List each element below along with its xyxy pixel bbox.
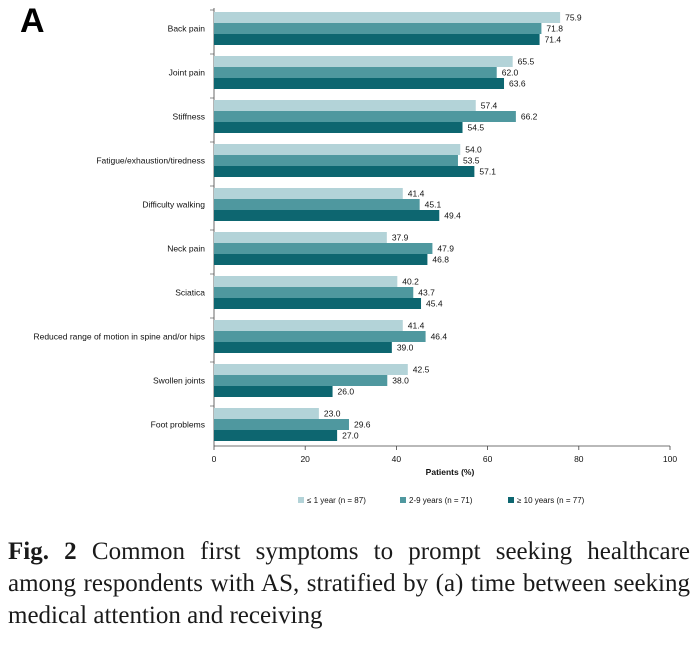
- bar: [214, 298, 422, 309]
- category-label-back-pain: Back pain: [168, 24, 206, 34]
- x-axis-title: Patients (%): [426, 467, 475, 477]
- legend-swatch: [400, 497, 406, 503]
- bar-value-label: 26.0: [338, 387, 355, 397]
- bar-value-label: 45.1: [425, 200, 442, 210]
- bar-value-label: 40.2: [402, 277, 419, 287]
- panel-label: A: [20, 2, 45, 40]
- legend-swatch: [508, 497, 514, 503]
- x-tick-label: 20: [300, 454, 310, 464]
- bar-value-label: 62.0: [502, 68, 519, 78]
- bar-value-label: 46.8: [432, 255, 449, 265]
- category-label-fatigue-exhaustion-tiredness: Fatigue/exhaustion/tiredness: [96, 156, 205, 166]
- bar-value-label: 66.2: [521, 112, 538, 122]
- x-tick-label: 100: [663, 454, 677, 464]
- bar-value-label: 41.4: [408, 321, 425, 331]
- bar: [214, 375, 388, 386]
- bar: [214, 419, 349, 430]
- bar-value-label: 57.4: [481, 101, 498, 111]
- legend-label: 2-9 years (n = 71): [409, 496, 473, 505]
- bar-value-label: 27.0: [342, 431, 359, 441]
- bar-value-label: 53.5: [463, 156, 480, 166]
- bar-value-label: 46.4: [431, 332, 448, 342]
- bar: [214, 254, 428, 265]
- bar: [214, 331, 426, 342]
- category-label-foot-problems: Foot problems: [151, 420, 205, 430]
- bar: [214, 78, 505, 89]
- x-tick-label: 60: [483, 454, 493, 464]
- bar: [214, 430, 338, 441]
- category-label-sciatica: Sciatica: [175, 288, 205, 298]
- bar-value-label: 43.7: [418, 288, 435, 298]
- bar: [214, 364, 408, 375]
- legend-label: ≥ 10 years (n = 77): [517, 496, 585, 505]
- bar-value-label: 57.1: [479, 167, 496, 177]
- x-tick-label: 0: [212, 454, 217, 464]
- bar: [214, 34, 540, 45]
- bar: [214, 100, 476, 111]
- category-label-difficulty-walking: Difficulty walking: [142, 200, 205, 210]
- bar: [214, 144, 461, 155]
- bar: [214, 67, 497, 78]
- bar: [214, 188, 403, 199]
- bar-value-label: 65.5: [518, 57, 535, 67]
- bar-value-label: 54.5: [468, 123, 485, 133]
- bar: [214, 320, 403, 331]
- legend-swatch: [298, 497, 304, 503]
- bar: [214, 12, 561, 23]
- bar: [214, 155, 458, 166]
- bar-value-label: 39.0: [397, 343, 414, 353]
- bar-value-label: 41.4: [408, 189, 425, 199]
- bar: [214, 386, 333, 397]
- bar-value-label: 49.4: [444, 211, 461, 221]
- bar-value-label: 38.0: [392, 376, 409, 386]
- bar-value-label: 37.9: [392, 233, 409, 243]
- bar: [214, 342, 392, 353]
- bar-value-label: 75.9: [565, 13, 582, 23]
- caption-text: Common first symptoms to prompt seeking …: [8, 538, 690, 629]
- bar: [214, 122, 463, 133]
- bar: [214, 56, 513, 67]
- bar-value-label: 54.0: [465, 145, 482, 155]
- bar: [214, 166, 475, 177]
- bar: [214, 210, 440, 221]
- bar: [214, 232, 387, 243]
- bar-value-label: 63.6: [509, 79, 526, 89]
- category-label-reduced-range-of-motion-in-spine-and-or-hips: Reduced range of motion in spine and/or …: [33, 332, 205, 342]
- bar-value-label: 42.5: [413, 365, 430, 375]
- bar: [214, 199, 420, 210]
- x-tick-label: 40: [392, 454, 402, 464]
- bar: [214, 23, 542, 34]
- bar: [214, 111, 516, 122]
- bar: [214, 243, 433, 254]
- bar-value-label: 23.0: [324, 409, 341, 419]
- bar-value-label: 47.9: [437, 244, 454, 254]
- legend-label: ≤ 1 year (n = 87): [307, 496, 366, 505]
- x-tick-label: 80: [574, 454, 584, 464]
- figure-caption: Fig. 2 Common first symptoms to prompt s…: [8, 536, 690, 632]
- category-label-joint-pain: Joint pain: [169, 68, 206, 78]
- bar: [214, 276, 398, 287]
- category-label-stiffness: Stiffness: [173, 112, 205, 122]
- bar: [214, 287, 414, 298]
- bar-value-label: 71.8: [546, 24, 563, 34]
- bar-value-label: 71.4: [545, 35, 562, 45]
- bar: [214, 408, 319, 419]
- caption-label: Fig. 2: [8, 538, 77, 565]
- bar-value-label: 29.6: [354, 420, 371, 430]
- category-label-swollen-joints: Swollen joints: [153, 376, 205, 386]
- bar-value-label: 45.4: [426, 299, 443, 309]
- category-label-neck-pain: Neck pain: [167, 244, 205, 254]
